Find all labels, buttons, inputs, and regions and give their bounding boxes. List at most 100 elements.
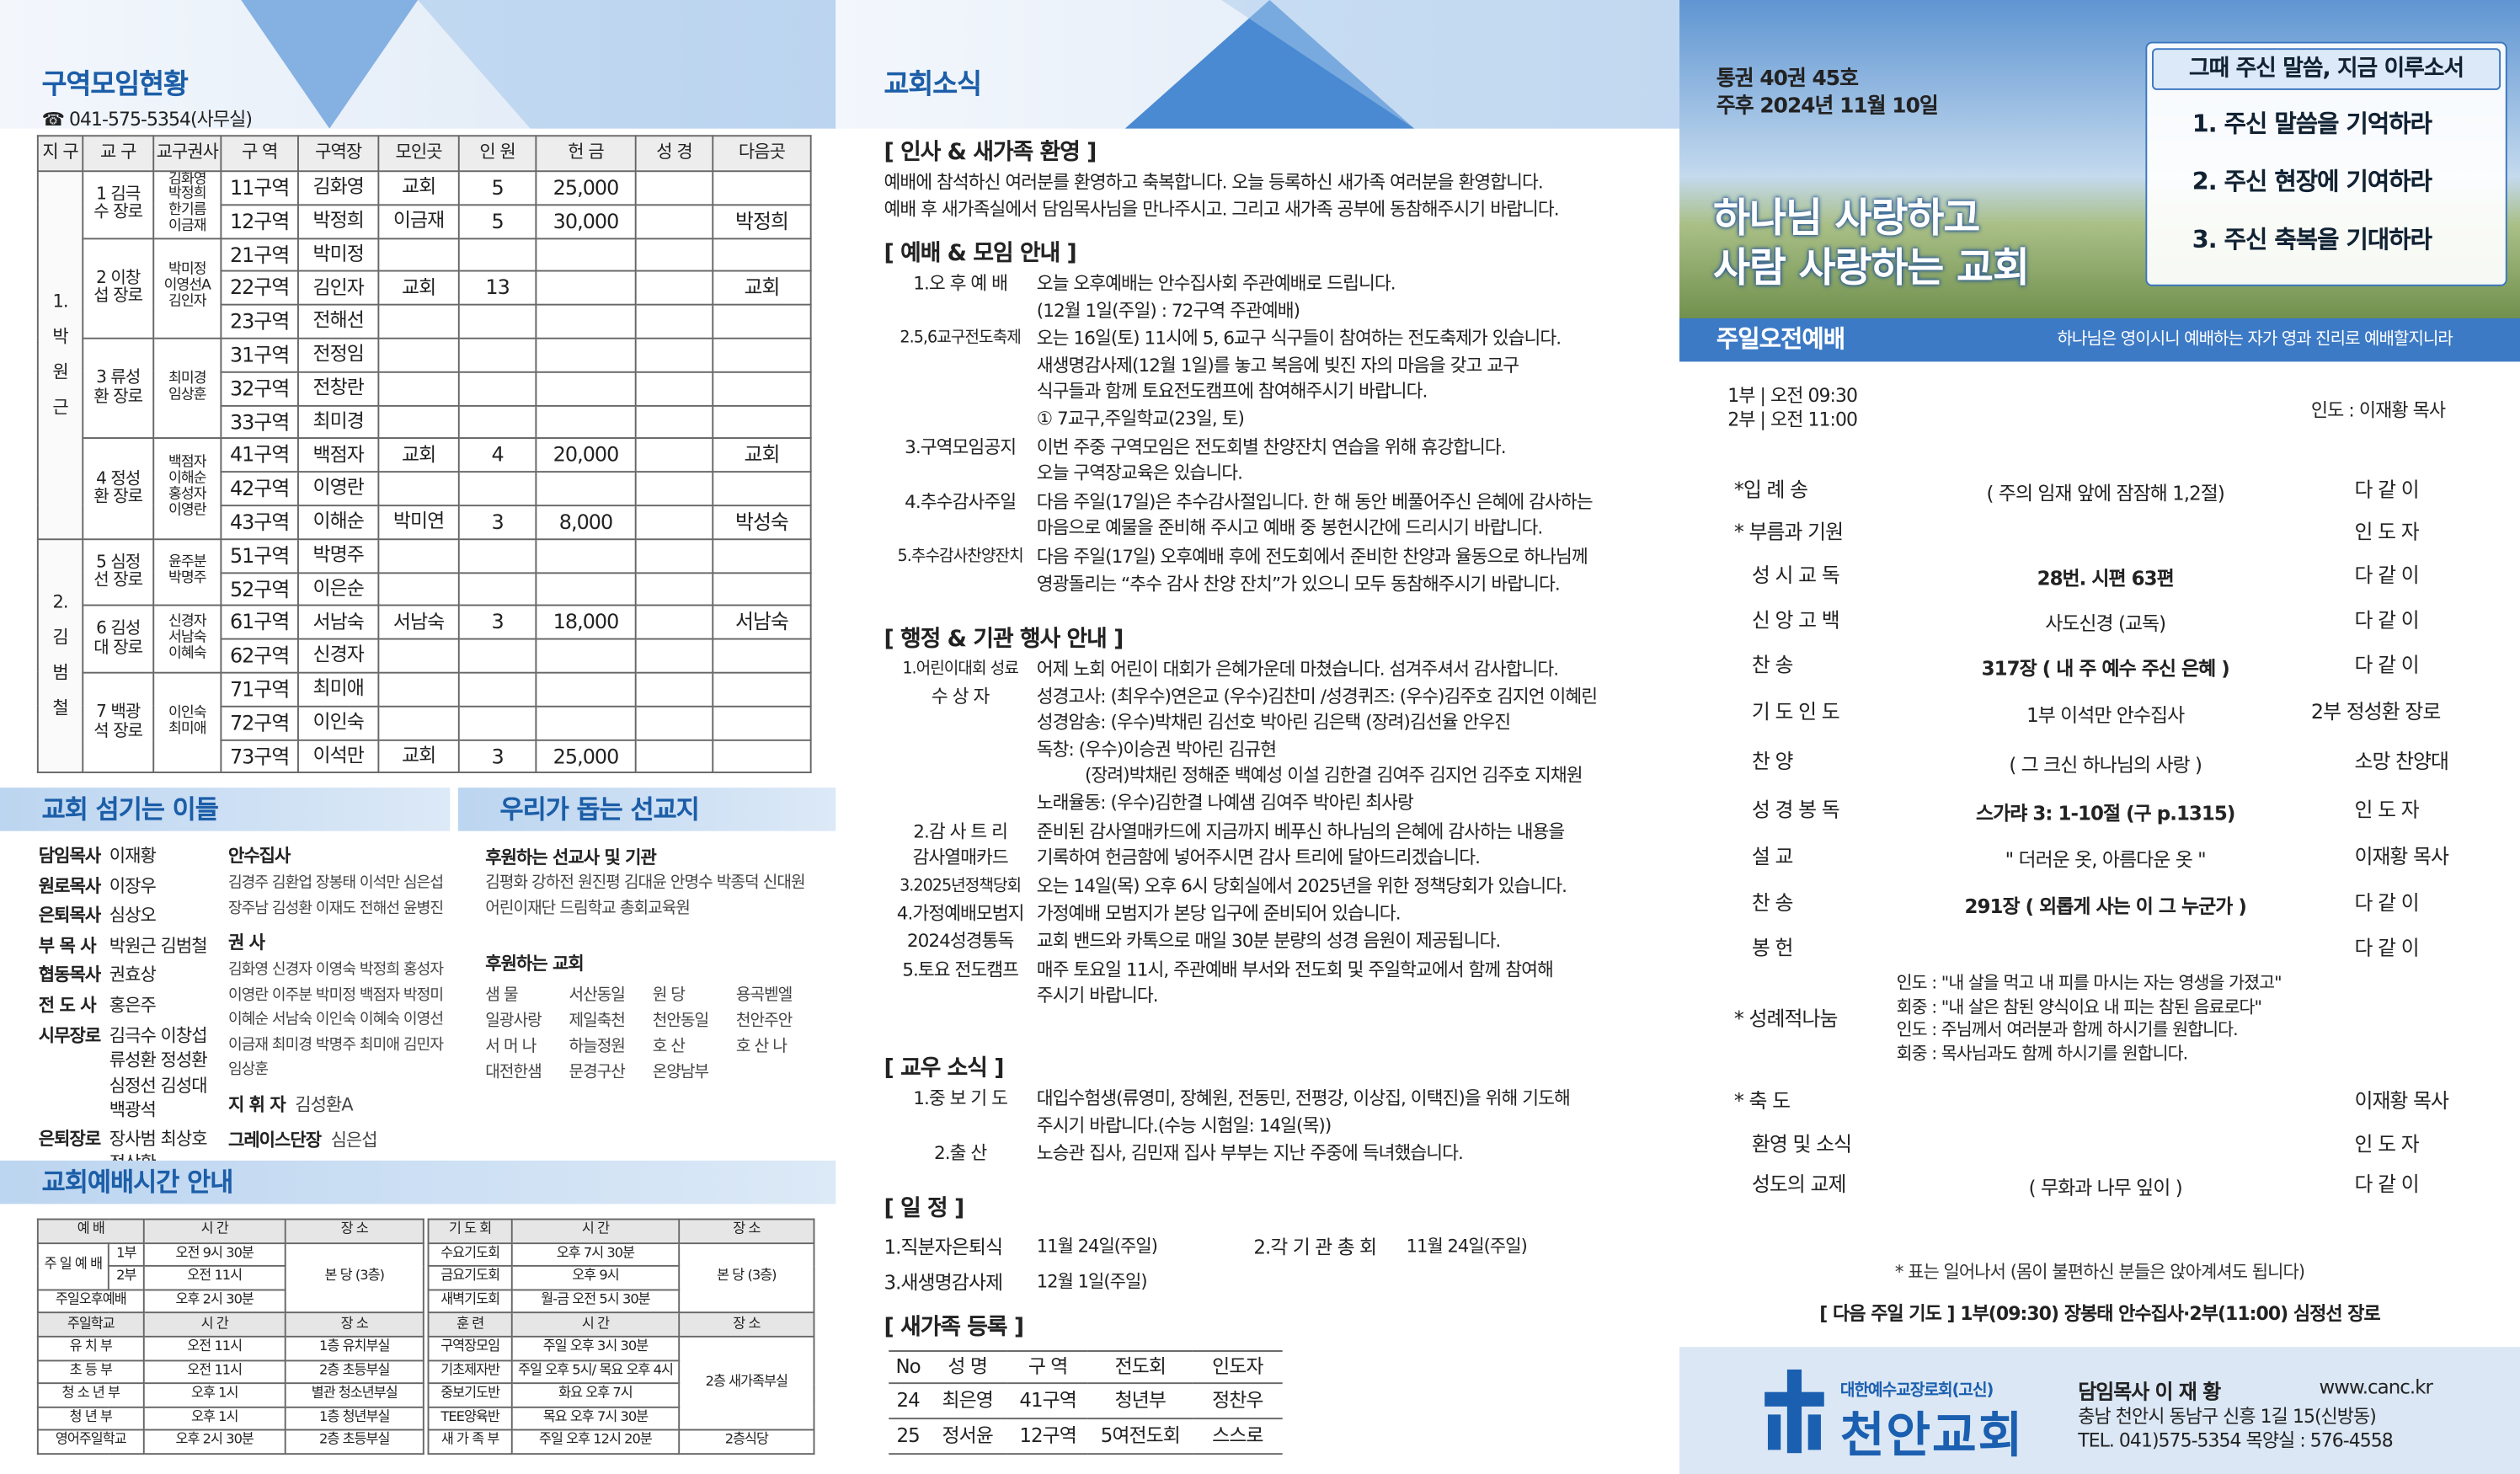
news-line: 새생명감사제(12월 1일)를 놓고 복음에 빚진 자의 마음을 갖고 교구	[1036, 355, 1519, 377]
news-line: 매주 토요일 11시, 주관예배 부서와 전도회 및 주일학교에서 함께 참여해	[1036, 959, 1554, 980]
zone-cell	[457, 404, 537, 440]
news-item: 1.중 보 기 도 대입수험생(류영미, 장혜원, 전동민, 전평강, 이상집, …	[884, 1087, 1655, 1140]
parish-kwonsa: 박미정 이영선A 김인자	[152, 237, 222, 339]
newcomer-row: 24 최은영 41구역 청년부 정찬우	[889, 1382, 1283, 1420]
zone-cell	[712, 705, 812, 740]
zone-cell: 52구역	[220, 571, 299, 607]
motto-box: 그때 주신 말씀, 지금 이루소서 1. 주신 말씀을 기억하라 2. 주신 현장에…	[2145, 41, 2507, 286]
servant-role: 지 휘 자	[227, 1093, 286, 1115]
zone-cell: 백점자	[297, 437, 380, 473]
zone-cell	[535, 537, 637, 574]
section-title: 구역모임현황	[41, 69, 189, 102]
news-item-text: 다음 주일(17일) 오후예배 후에 전도회에서 준비한 찬양과 율동으로 하나…	[1037, 545, 1588, 598]
servant-names: 권효상	[109, 964, 157, 986]
zone-cell: 3	[457, 605, 537, 640]
news-line: 오늘 구역장교육은 있습니다.	[1036, 462, 1243, 484]
zone-cell: 4	[457, 437, 537, 473]
zone-cell	[535, 404, 637, 440]
servant-row: 원로목사 이장우	[39, 873, 225, 899]
order-label: 설 교	[1751, 843, 1794, 868]
worship-title: 주일오전예배	[1716, 324, 1845, 354]
schedule-label: 3.새생명감사제	[884, 1271, 1003, 1295]
zone-cell: 25,000	[535, 739, 637, 774]
zone-cell: 21구역	[220, 237, 299, 273]
zone-cell	[634, 739, 714, 774]
zone-cell	[634, 404, 714, 440]
order-right: 2부 정성환 장로	[2310, 699, 2441, 724]
servant-row: 은퇴목사 심상오	[39, 904, 225, 929]
news-item: 2.5,6교구전도축제 오는 16일(토) 11시에 5, 6교구 식구들이 참여…	[884, 327, 1655, 434]
zone-cell	[634, 437, 714, 473]
label-line: 1.중 보 기 도	[913, 1087, 1008, 1109]
schedule-date: 11월 24일(주일)	[1036, 1236, 1158, 1258]
zone-row: 12구역 박정희 이금재 5 30,000 박정희	[38, 203, 812, 239]
time-row: 중보기도반 화요 오후 7시	[427, 1382, 814, 1408]
order-label: 성 경 봉 독	[1751, 797, 1840, 822]
label-line: 2024성경통독	[906, 930, 1015, 952]
zone-cell	[535, 337, 637, 373]
zone-cell: 교회	[377, 739, 460, 774]
mission-support: 김평화 강하전 원진평 김대윤 안명수 박종덕 신대원 어린이재단 드림학교 총…	[485, 874, 805, 917]
mission-church: 서 머 나	[485, 1038, 537, 1056]
time-row: 새 가 족 부 주일 오후 12시 20분 2층식당	[427, 1429, 815, 1455]
news-line: (장려)박채린 정해준 백예성 이설 김한결 김여주 김지언 김주호 지채원	[1085, 766, 1583, 787]
newcomer-cell: 정서윤	[927, 1418, 1008, 1455]
zone-cell: 32구역	[220, 371, 299, 407]
zone-cell	[457, 371, 537, 407]
time-cell: 본 당 (3층)	[678, 1242, 815, 1314]
parish-kwonsa: 김화영 박정희 한기름 이금재	[152, 170, 222, 239]
zone-cell: 61구역	[220, 605, 299, 640]
parish: 3 류성환 장로	[82, 337, 155, 440]
zone-row: 6 김성대 장로 신경자 서남숙 이혜숙 61구역 서남숙 서남숙 3 18,000 서남숙	[38, 605, 812, 674]
order-right: 다 같 이	[2354, 935, 2419, 960]
zone-cell	[712, 571, 812, 607]
zone-cell: 5	[457, 203, 537, 239]
zone-cell	[457, 304, 537, 339]
servant-names: 이장우	[109, 875, 157, 897]
time-cell: 주일 오후 5시/ 목요 오후 4시	[510, 1359, 681, 1385]
servant-names: 김극수 이창섭 류성환 정성환 심정선 김성대 백광석	[109, 1024, 208, 1121]
zone-cell: 73구역	[220, 739, 299, 774]
news-item-text: 노승관 집사, 김민재 집사 부부는 지난 주중에 득녀했습니다.	[1037, 1141, 1464, 1168]
time-cell: 금요기도회	[427, 1265, 513, 1291]
news-line: 다음 주일(17일)은 추수감사절입니다. 한 해 동안 베풀어주신 은혜에 감…	[1036, 491, 1594, 513]
zone-cell: 43구역	[220, 505, 299, 540]
servant-role: 시무장로	[38, 1024, 101, 1046]
zone-cell	[634, 671, 714, 708]
time-cell: 1층 유치부실	[284, 1335, 424, 1361]
time-cell: 청 소 년 부	[36, 1382, 145, 1408]
zone-cell	[457, 671, 537, 708]
zone-cell	[377, 471, 460, 507]
order-middle: 인도 : "내 살을 먹고 내 피를 마시는 자는 영생을 가졌고" 회중 : "…	[1897, 973, 2282, 1066]
zone-cell	[712, 237, 812, 273]
zone-cell	[712, 638, 812, 674]
zone-cell: 교회	[712, 437, 812, 473]
servant-names: 김화영 신경자 이영숙 박정희 홍성자 이영란 이주분 박미정 백점자 박정미 …	[227, 961, 444, 1079]
worship-bar: 주일오전예배 하나님은 영이시니 예배하는 자가 영과 진리로 예배할지니라	[1679, 318, 2520, 362]
zone-cell: 최미애	[297, 671, 380, 708]
zone-row: 23구역 전해선	[38, 304, 812, 339]
servant-role: 원로목사	[38, 875, 101, 897]
news-item-text: 대입수험생(류영미, 장혜원, 전동민, 전평강, 이상집, 이택진)을 위해 …	[1037, 1087, 1571, 1140]
servant-role: 그레이스단장	[227, 1129, 322, 1151]
schedule-item: 2.각 기 관 총 회 11월 24일(주일)	[1253, 1230, 1623, 1265]
time-row: 유 치 부 오전 11시 1층 유치부실	[36, 1335, 424, 1361]
servant-role: 협동목사	[38, 964, 101, 986]
zone-cell: 3	[457, 505, 537, 540]
news-item: 4.추수감사주일 다음 주일(17일)은 추수감사절입니다. 한 해 동안 베풀어…	[884, 490, 1655, 543]
servant-names: 심은섭	[330, 1129, 378, 1151]
order-middle-line: 사도신경 (교독)	[2045, 611, 2166, 635]
order-label: 성도의 교제	[1751, 1172, 1847, 1196]
time-cell: 시 간	[142, 1311, 286, 1338]
order-middle: 291장 ( 외롭게 사는 이 그 누군가 )	[1864, 892, 2346, 921]
zone-cell	[377, 537, 460, 574]
order-right: 다 같 이	[2354, 652, 2419, 677]
zone-cell	[634, 638, 714, 674]
section-bar: 교회 섬기는 이들	[0, 788, 451, 831]
zone-cell: 62구역	[220, 638, 299, 674]
servant-role: 권 사	[227, 932, 265, 953]
news-item-label: 2.5,6교구전도축제	[884, 327, 1036, 434]
zone-cell	[712, 671, 812, 708]
order-label: * 축 도	[1733, 1087, 1791, 1113]
